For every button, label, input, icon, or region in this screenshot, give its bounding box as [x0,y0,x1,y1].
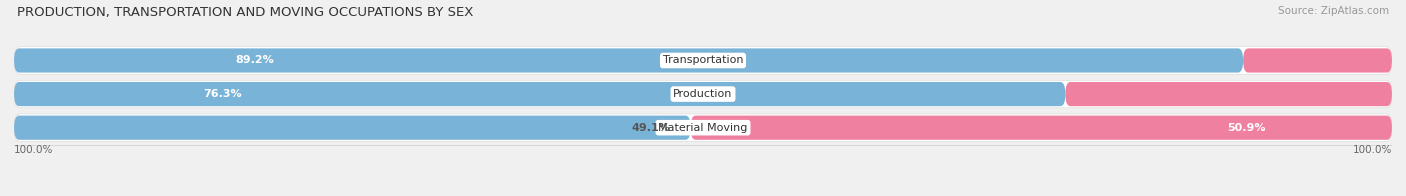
FancyBboxPatch shape [14,47,1392,74]
FancyBboxPatch shape [1243,48,1392,73]
Text: 100.0%: 100.0% [14,145,53,155]
Text: 49.1%: 49.1% [631,123,669,133]
FancyBboxPatch shape [14,48,1243,73]
Text: Source: ZipAtlas.com: Source: ZipAtlas.com [1278,6,1389,16]
Text: Production: Production [673,89,733,99]
Text: 100.0%: 100.0% [1353,145,1392,155]
Text: 76.3%: 76.3% [204,89,242,99]
FancyBboxPatch shape [1066,82,1392,106]
FancyBboxPatch shape [690,116,1392,140]
FancyBboxPatch shape [14,116,690,140]
Text: PRODUCTION, TRANSPORTATION AND MOVING OCCUPATIONS BY SEX: PRODUCTION, TRANSPORTATION AND MOVING OC… [17,6,474,19]
Text: 50.9%: 50.9% [1227,123,1265,133]
FancyBboxPatch shape [14,82,1066,106]
Text: Material Moving: Material Moving [658,123,748,133]
FancyBboxPatch shape [14,114,1392,142]
Text: 89.2%: 89.2% [235,55,274,65]
Text: Transportation: Transportation [662,55,744,65]
FancyBboxPatch shape [14,80,1392,108]
